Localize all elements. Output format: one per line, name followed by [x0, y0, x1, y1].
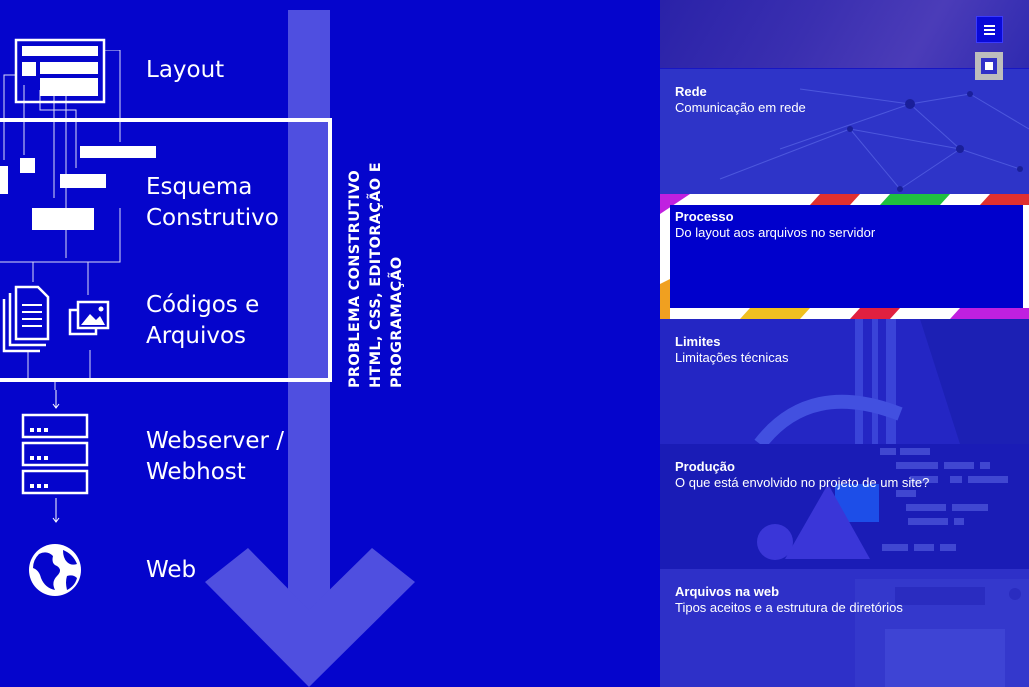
down-arrow-icon: [205, 10, 415, 687]
production-background: [757, 448, 1008, 560]
card-title: Processo: [675, 209, 734, 224]
images-icon: [68, 300, 110, 336]
process-diagram: Layout Esquema Construtivo Códigos e Arq…: [0, 10, 415, 687]
network-background: [719, 88, 1029, 192]
card-title: Limites: [675, 334, 721, 349]
stage-web: Web: [146, 557, 197, 583]
stage-webserver: Webserver / Webhost: [146, 428, 285, 485]
card-processo[interactable]: Processo Do layout aos arquivos no servi…: [660, 194, 1029, 319]
card-title: Produção: [675, 459, 735, 474]
card-subtitle: Do layout aos arquivos no servidor: [675, 225, 876, 240]
card-limites[interactable]: Limites Limitações técnicas: [660, 319, 1029, 444]
card-subtitle: Comunicação em rede: [675, 100, 806, 115]
card-producao[interactable]: Produção O que está envolvido no projeto…: [660, 444, 1029, 569]
construction-frame: [0, 118, 332, 382]
card-title: Arquivos na web: [675, 584, 780, 599]
card-subtitle: Tipos aceitos e a estrutura de diretório…: [675, 600, 903, 615]
card-subtitle: Limitações técnicas: [675, 350, 789, 365]
schema-icon: [0, 50, 156, 390]
stage-layout: Layout: [146, 57, 225, 83]
card-processo-panel: [670, 205, 1023, 308]
globe-icon: [29, 544, 81, 596]
documents-icon: [2, 285, 50, 353]
floppy-background: [855, 579, 1029, 687]
card-rede[interactable]: Rede Comunicação em rede: [660, 69, 1029, 194]
card-title: Rede: [675, 84, 707, 99]
header-image: [660, 0, 1029, 68]
stage-esquema-construtivo: Esquema Construtivo: [146, 174, 279, 231]
stage-codigos-arquivos: Códigos e Arquivos: [146, 292, 260, 349]
topics-sidebar: Rede Comunicação em rede Processo Do lay…: [660, 0, 1029, 687]
hamburger-icon[interactable]: [976, 16, 1003, 43]
vertical-title: PROBLEMA CONSTRUTIVO HTML, CSS, EDITORAÇ…: [347, 162, 405, 388]
square-icon[interactable]: [975, 52, 1003, 80]
limits-background: [754, 319, 1029, 444]
server-icon: [21, 413, 89, 495]
connector-arrows: [52, 390, 60, 523]
card-arquivos-na-web[interactable]: Arquivos na web Tipos aceitos e a estrut…: [660, 569, 1029, 687]
card-subtitle: O que está envolvido no projeto de um si…: [675, 475, 930, 490]
stripes-background: [660, 194, 1029, 319]
